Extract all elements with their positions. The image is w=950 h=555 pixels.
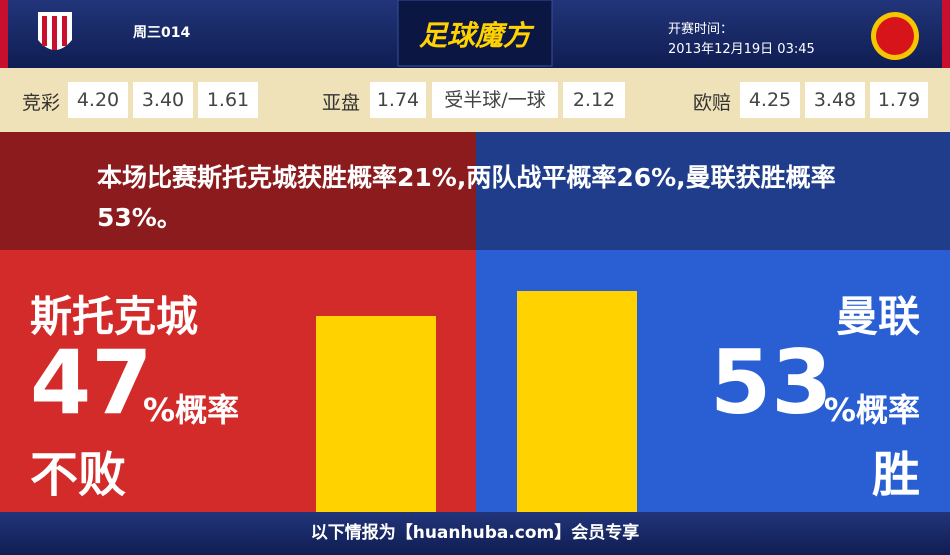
brand: 足球魔方: [418, 19, 531, 52]
kickoff-label: 开赛时间：: [668, 22, 734, 37]
brand-box: [397, 0, 553, 67]
header-graphics: [0, 0, 950, 68]
odds-label: 亚盘: [322, 92, 361, 114]
summary-bg-left: [0, 132, 476, 250]
accent: [942, 0, 950, 68]
match-code: 周三014: [133, 25, 191, 41]
odds-value: 3.48: [805, 82, 865, 118]
odds-label: 欧赔: [693, 92, 732, 114]
header: 周三014 足球魔方 开赛时间： 2013年12月19日 03:45: [0, 0, 950, 68]
away-percent: 53: [710, 331, 833, 434]
home-outcome: 不败: [30, 447, 127, 503]
probability-bar: [517, 290, 637, 512]
probability-bar: [316, 316, 436, 512]
away-logo: [871, 12, 919, 60]
home-logo: [38, 12, 72, 50]
away-outcome: 胜: [871, 447, 920, 503]
odds-value: 受半球/一球: [432, 82, 558, 118]
kickoff-time: 2013年12月19日 03:45: [668, 42, 815, 57]
odds-value: 1.79: [870, 82, 928, 118]
accent: [0, 0, 8, 68]
odds-value: 4.25: [740, 82, 800, 118]
home-name: 斯托克城: [30, 292, 199, 341]
odds-label: 竞彩: [22, 92, 61, 114]
home-percent: 47: [30, 331, 153, 434]
summary: 本场比赛斯托克城获胜概率21%,两队战平概率26%,曼联获胜概率53%。: [97, 163, 836, 232]
away-name: 曼联: [835, 292, 920, 341]
odds-value: 1.61: [198, 82, 258, 118]
odds-value: 1.74: [370, 82, 426, 118]
summary-bg-right: [476, 132, 950, 250]
home-unit: %概率: [143, 391, 240, 429]
odds-value: 4.20: [68, 82, 128, 118]
away-unit: %概率: [823, 391, 920, 429]
odds-value: 2.12: [563, 82, 625, 118]
odds-row: 竞彩 4.20 3.40 1.61 亚盘 1.74 受半球/一球 2.12 欧赔 4.25 3.48…: [0, 68, 950, 132]
footer: 以下情报为【huanhuba.com】会员专享: [0, 512, 950, 555]
odds-value: 3.40: [133, 82, 193, 118]
